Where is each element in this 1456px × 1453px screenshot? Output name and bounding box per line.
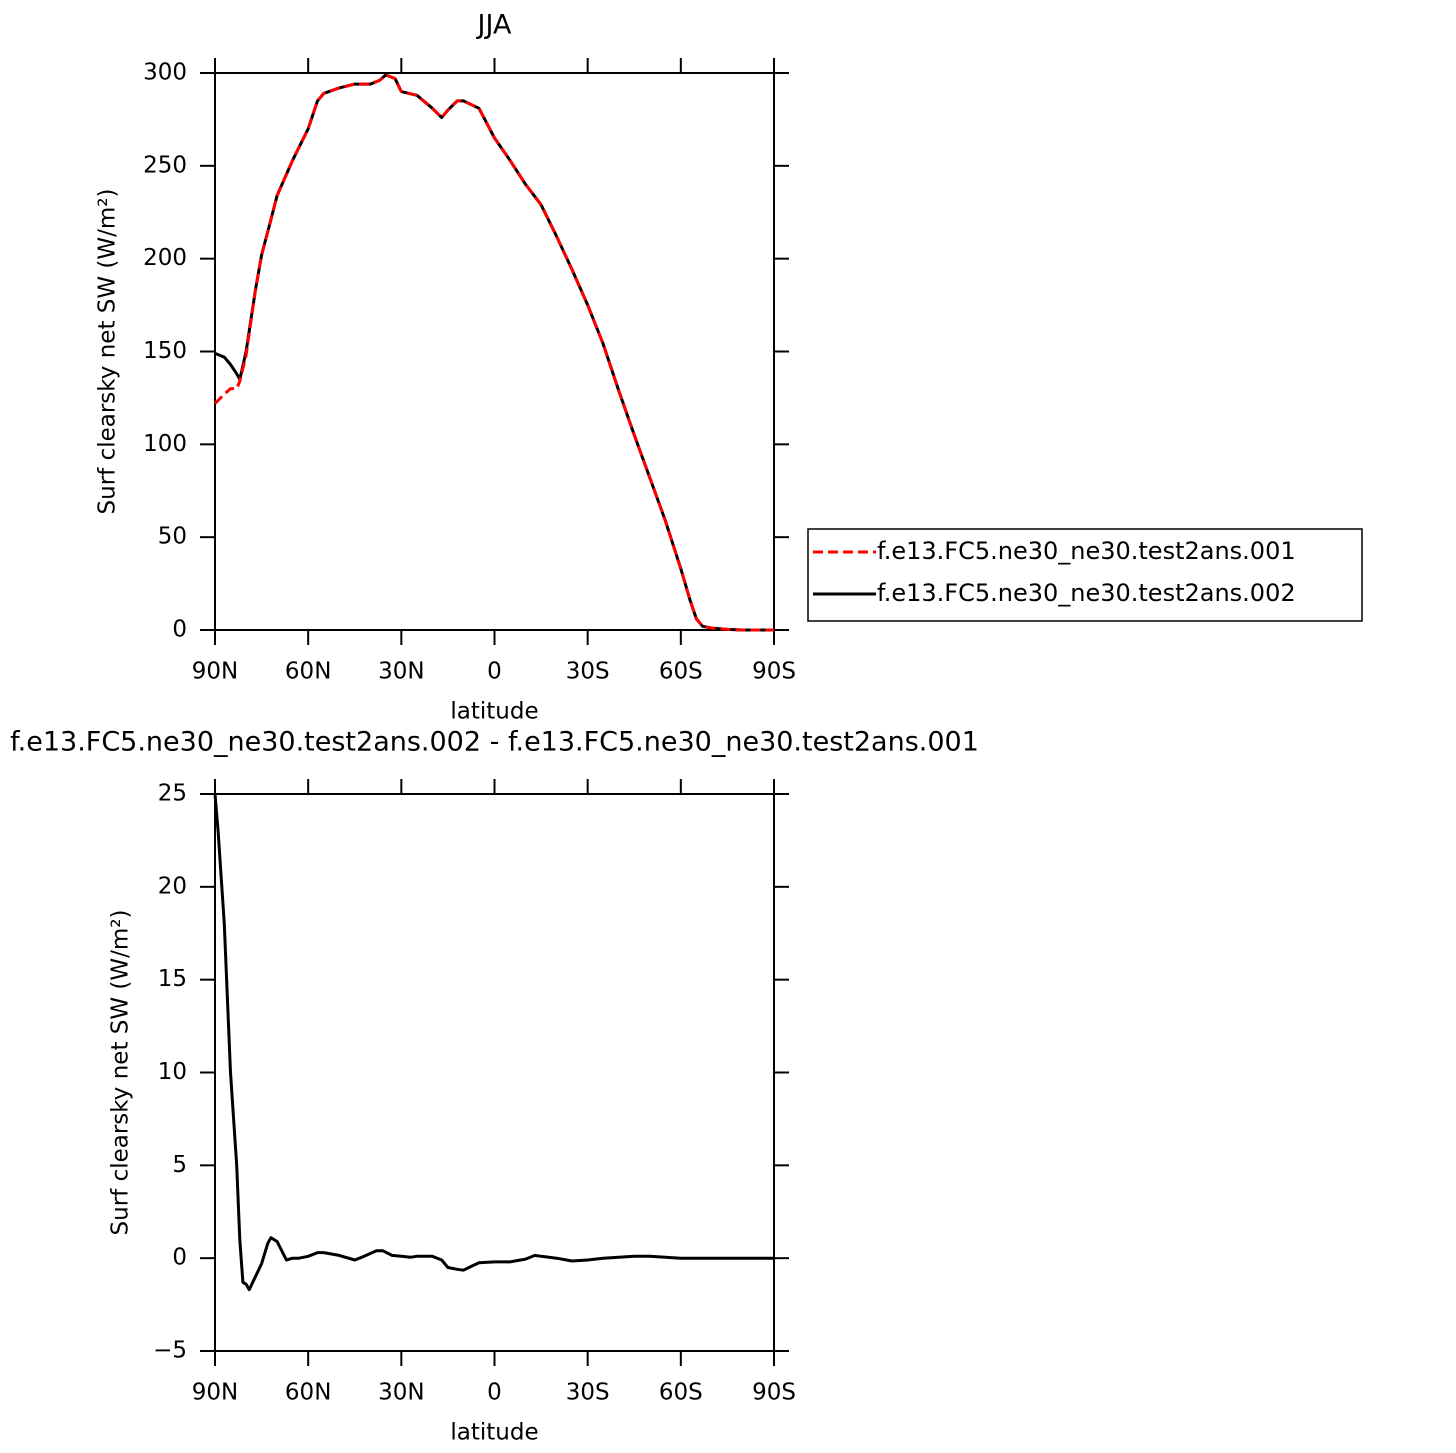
x-tick-label: 60N xyxy=(285,1380,331,1406)
legend-label: f.e13.FC5.ne30_ne30.test2ans.002 xyxy=(877,579,1296,607)
x-tick-label: 30N xyxy=(378,659,424,685)
x-tick-label: 30S xyxy=(566,659,610,685)
x-tick-label: 0 xyxy=(487,659,502,685)
data-line xyxy=(213,793,774,1292)
chart-title: f.e13.FC5.ne30_ne30.test2ans.002 - f.e13… xyxy=(10,727,979,758)
y-tick-label: 15 xyxy=(158,966,187,992)
x-tick-label: 90N xyxy=(192,1380,238,1406)
x-tick-label: 0 xyxy=(487,1380,502,1406)
y-tick-label: −5 xyxy=(153,1338,187,1364)
y-tick-label: 50 xyxy=(158,524,187,550)
plot-frame xyxy=(214,72,775,631)
legend-label: f.e13.FC5.ne30_ne30.test2ans.001 xyxy=(877,537,1296,565)
x-axis-label: latitude xyxy=(450,699,538,725)
y-tick-label: 5 xyxy=(172,1152,187,1178)
x-tick-label: 60S xyxy=(659,1380,703,1406)
y-tick-label: 150 xyxy=(143,338,187,364)
y-tick-label: 300 xyxy=(143,60,187,86)
x-tick-label: 30N xyxy=(378,1380,424,1406)
chart-title: JJA xyxy=(476,10,512,41)
y-axis-label: Surf clearsky net SW (W/m²) xyxy=(95,189,121,515)
x-tick-label: 60S xyxy=(659,659,703,685)
x-tick-label: 90S xyxy=(752,1380,796,1406)
data-line xyxy=(214,73,774,632)
y-tick-label: 200 xyxy=(143,245,187,271)
x-axis-label: latitude xyxy=(450,1420,538,1446)
x-tick-label: 30S xyxy=(566,1380,610,1406)
y-tick-label: 100 xyxy=(143,431,187,457)
y-tick-label: 0 xyxy=(172,1245,187,1271)
x-tick-label: 90N xyxy=(192,659,238,685)
y-tick-label: 10 xyxy=(158,1059,187,1085)
y-axis-label: Surf clearsky net SW (W/m²) xyxy=(108,910,134,1236)
x-tick-label: 90S xyxy=(752,659,796,685)
y-tick-label: 0 xyxy=(172,617,187,643)
y-tick-label: 250 xyxy=(143,152,187,178)
plot-frame xyxy=(214,793,775,1352)
x-tick-label: 60N xyxy=(285,659,331,685)
data-line xyxy=(213,73,774,632)
legend-box xyxy=(807,528,1363,622)
y-tick-label: 20 xyxy=(158,873,187,899)
y-tick-label: 25 xyxy=(158,781,187,807)
